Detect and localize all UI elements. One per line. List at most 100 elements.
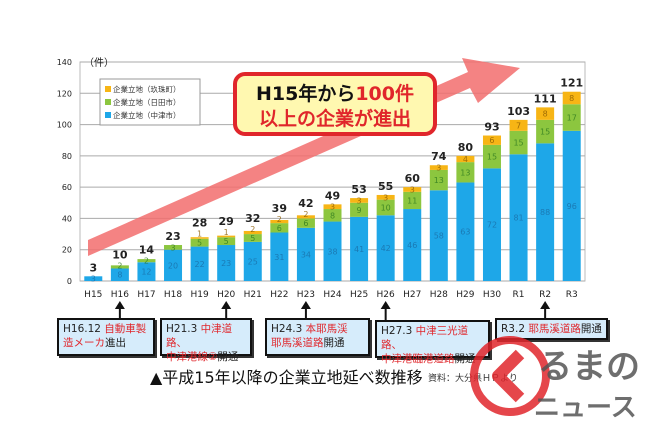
annotation-text-red: 中津三光道路、 [381,325,469,351]
segment-label: 15 [487,153,497,162]
total-label: 29 [219,215,234,228]
bar-segment [429,190,448,281]
bar-segment [376,215,395,281]
x-tick-label: H28 [430,290,448,300]
segment-label: 12 [141,268,151,277]
bar-segment [296,227,315,281]
total-label: 3 [89,261,97,274]
total-label: 103 [507,105,530,118]
total-label: 121 [560,77,583,90]
x-tick-label: R3 [566,290,578,300]
annotation-box-1: H16.12 自動車製 造メーカ進出 [57,318,155,356]
segment-label: 6 [489,136,494,145]
bar-segment [270,219,289,224]
segment-label: 2 [303,210,308,219]
segment-label: 38 [327,247,337,256]
x-tick-label: H19 [190,290,208,300]
segment-label: 8 [330,211,335,220]
annotation-text-red: 中津港臨港道路 [381,353,455,365]
bar-segment [270,223,289,233]
segment-label: 2 [250,225,255,234]
bar-segment [217,245,236,281]
bar-segment [350,216,369,281]
segment-label: 3 [410,185,415,194]
segment-label: 81 [513,214,523,223]
y-tick-label: 80 [62,152,72,161]
segment-label: 5 [197,239,202,248]
bar-segment [456,182,475,281]
x-tick-label: H15 [84,290,102,300]
bar-segment [164,245,183,250]
bar-segment [217,235,236,238]
callout-line1: H15年から100件 [256,82,414,105]
bar-segment [536,107,555,120]
annotation-date: H24.3 [271,323,306,335]
x-tick-label: H23 [297,290,315,300]
bar-segment [482,144,501,169]
bar-segment [137,262,156,281]
legend-swatch [105,86,111,92]
x-tick-label: H16 [111,290,129,300]
segment-label: 2 [144,257,149,266]
annotation-box-2: H21.3 中津道路、 中津港線②開通 [160,318,252,363]
bar-segment [429,169,448,191]
annotation-text-red: 耶馬溪道路 [528,323,581,335]
x-tick-label: H20 [217,290,235,300]
segment-label: 3 [170,243,175,252]
segment-label: 7 [516,121,521,130]
annotation-text: 開通 [323,337,345,349]
annotation-arrow-head [540,301,551,309]
bar-segment [190,246,209,281]
segment-label: 6 [303,219,308,228]
segment-label: 63 [460,228,470,237]
segment-label: 11 [407,196,417,205]
segment-label: 9 [357,206,362,215]
segment-label: 3 [357,196,362,205]
segment-label: 41 [354,245,364,254]
segment-label: 23 [221,259,231,268]
segment-label: 25 [248,257,258,266]
x-tick-label: H21 [244,290,262,300]
svg-text:るまの: るまの [538,347,640,387]
legend-swatch [105,112,111,118]
callout-highlight: 100件 [355,82,414,105]
x-tick-label: H22 [270,290,288,300]
total-label: 80 [458,141,474,154]
segment-label: 72 [487,221,497,230]
segment-label: 15 [513,139,523,148]
legend-label: 企業立地（中津市） [113,110,181,120]
annotation-arrow-head [221,301,232,309]
bar-segment [137,259,156,263]
segment-label: 13 [434,176,444,185]
annotation-text-red: 耶馬溪道路 [271,337,324,349]
segment-label: 4 [463,155,468,164]
annotation-box-5: R3.2 耶馬溪道路開通 [495,318,608,340]
total-label: 28 [192,217,207,230]
bar-segment [376,199,395,216]
annotation-text: 開通 [454,353,476,365]
legend-swatch [105,99,111,105]
annotation-text: 進出 [105,337,126,349]
x-tick-label: H24 [323,290,341,300]
segment-label: 1 [224,228,229,237]
bar-segment [403,187,422,192]
annotation-arrow-head [300,301,311,309]
bar-segment [536,143,555,281]
bar-segment [217,237,236,246]
bar-segment [456,155,475,163]
bar-segment [536,119,555,144]
bar-segment [403,191,422,210]
bar-segment [323,204,342,210]
svg-text:ニュース: ニュース [534,393,637,423]
segment-label: 10 [381,203,391,212]
bar-segment [190,237,209,239]
segment-label: 5 [250,234,255,243]
segment-label: 42 [381,244,391,253]
annotation-text-red: 造メーカ [63,337,105,349]
callout-box [233,72,437,136]
x-tick-label: H27 [403,290,421,300]
segment-label: 15 [540,128,550,137]
y-tick-label: 120 [57,89,72,98]
annotation-date: H21.3 [166,323,201,335]
